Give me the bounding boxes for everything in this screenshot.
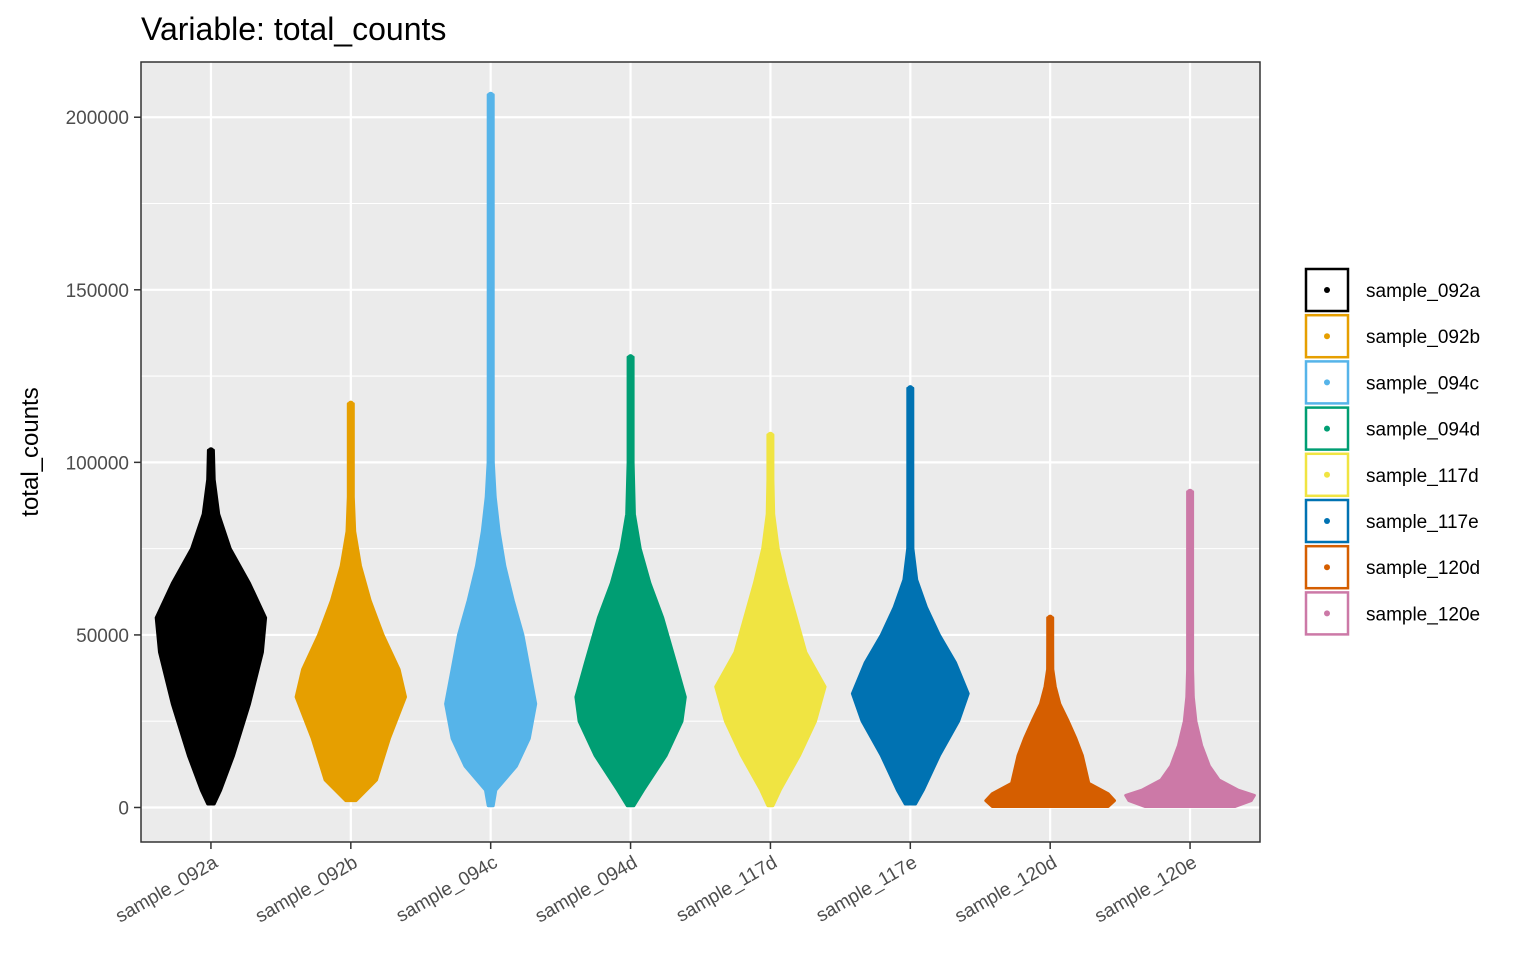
point-sample_092b: [347, 400, 354, 407]
legend: sample_092a sample_092b sample_094c sample_…: [1304, 267, 1481, 636]
legend-label: sample_120d: [1366, 558, 1480, 579]
legend-label: sample_092b: [1366, 327, 1480, 348]
x-tick-label: sample_117d: [673, 852, 781, 927]
y-tick-label: 50000: [76, 626, 129, 647]
x-tick-label: sample_094c: [393, 852, 501, 927]
x-tick-label: sample_117e: [813, 852, 921, 927]
y-tick-label: 150000: [66, 281, 129, 302]
point-sample_117e: [907, 459, 914, 466]
x-tick-label: sample_120e: [1091, 852, 1200, 927]
legend-key-dot: [1324, 287, 1330, 293]
legend-label: sample_117e: [1366, 512, 1479, 533]
y-axis-label: total_counts: [17, 387, 44, 516]
legend-label: sample_117d: [1366, 466, 1479, 487]
point-sample_117e: [907, 400, 914, 407]
point-sample_117e: [907, 385, 914, 392]
point-sample_094d: [627, 404, 634, 411]
legend-label: sample_092a: [1366, 281, 1481, 302]
point-sample_092a: [207, 447, 214, 454]
point-sample_094c: [487, 342, 494, 349]
point-sample_120e: [1187, 656, 1194, 663]
point-sample_120e: [1187, 488, 1194, 495]
panel-border: [140, 61, 1261, 843]
x-tick-label: sample_094d: [532, 852, 641, 927]
chart-title: Variable: total_counts: [141, 11, 446, 47]
x-tick-label: sample_120d: [951, 852, 1060, 927]
point-sample_092b: [347, 455, 354, 462]
legend-key-dot: [1324, 564, 1330, 571]
legend-label: sample_094c: [1366, 373, 1479, 394]
y-tick-label: 100000: [66, 453, 129, 474]
point-sample_094c: [487, 281, 494, 288]
point-sample_094c: [487, 359, 494, 366]
legend-key-sample_120e: [1304, 591, 1350, 636]
legend-key-dot: [1324, 610, 1330, 617]
point-sample_094c: [487, 91, 494, 98]
x-tick-label: sample_092a: [112, 852, 222, 927]
point-sample_120e: [1187, 631, 1194, 638]
point-sample_094d: [627, 354, 634, 361]
legend-key-dot: [1324, 333, 1330, 340]
legend-key-dot: [1324, 471, 1330, 478]
point-sample_117d: [767, 431, 774, 438]
x-tick-label: sample_092b: [252, 852, 361, 927]
point-sample_092b: [347, 445, 354, 452]
plot-panel: 0 50000 100000 150000 200000 sample_092a sampl…: [66, 61, 1261, 927]
legend-key-dot: [1324, 425, 1330, 432]
legend-key-dot: [1324, 518, 1330, 524]
y-tick-label: 200000: [66, 108, 129, 129]
legend-label: sample_094d: [1366, 420, 1480, 441]
point-sample_094c: [487, 329, 494, 336]
point-sample_120d: [1047, 614, 1054, 621]
y-tick-label: 0: [118, 798, 129, 819]
point-sample_094d: [627, 390, 634, 397]
legend-key-dot: [1324, 379, 1330, 386]
legend-label: sample_120e: [1366, 604, 1480, 625]
